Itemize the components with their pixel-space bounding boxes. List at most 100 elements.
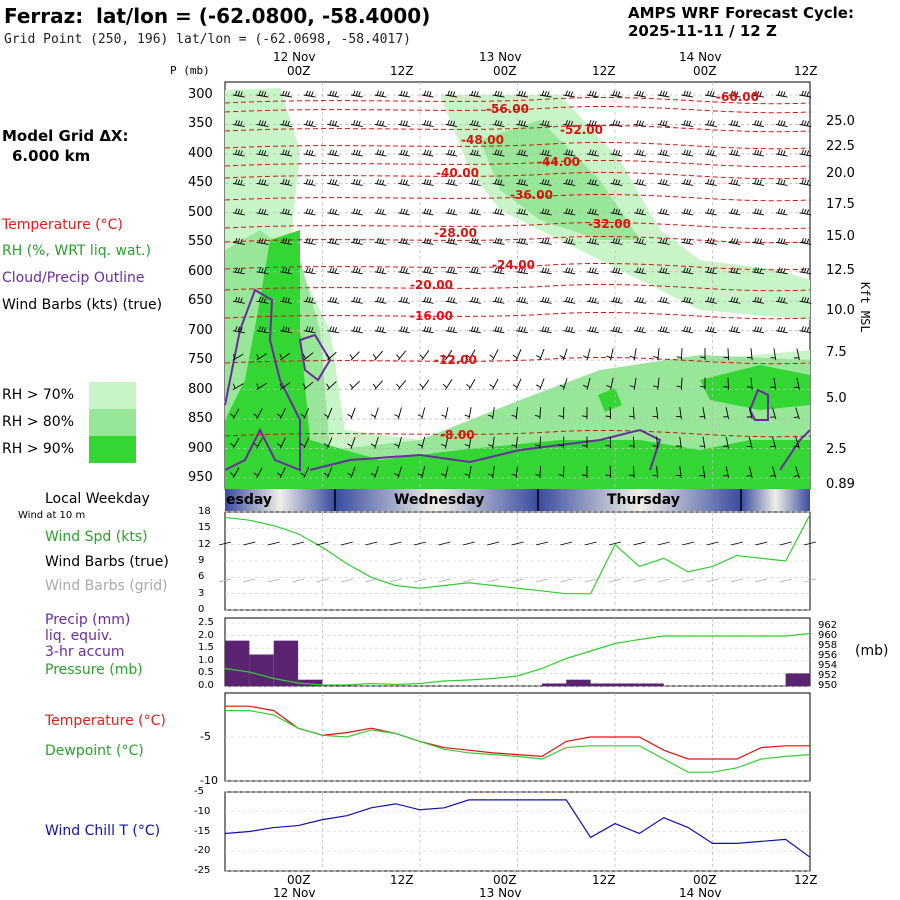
wind-barb — [727, 377, 730, 390]
wind-barb-flag — [258, 120, 262, 126]
wind-barb-flag — [308, 238, 311, 244]
precip-tick-label: 1.5 — [198, 642, 214, 654]
wind-barb-flag — [756, 326, 760, 332]
wind-barb-flag — [449, 120, 453, 126]
wind-barb-flag — [803, 120, 807, 126]
wind-barb — [350, 94, 363, 98]
wind-barb — [232, 300, 245, 304]
wind-barb — [656, 466, 659, 479]
wind-barb-flag — [546, 120, 550, 126]
wind-barb — [539, 348, 545, 361]
wind-barbs-true-label: Wind Barbs (true) — [45, 554, 169, 570]
wind-barb-flag — [629, 355, 635, 359]
wind-barb-flag — [282, 296, 285, 302]
pressure-tick-label: 950 — [818, 680, 838, 691]
wind-barb-flag — [565, 90, 568, 96]
wind-barb-flag — [428, 120, 432, 126]
wind-barb-flag — [355, 267, 359, 273]
wind-barb-flag — [282, 237, 285, 243]
wind-barb-flag — [308, 179, 311, 185]
wind-barb — [681, 153, 694, 157]
wind-barb — [634, 300, 647, 304]
wind-barb — [795, 436, 800, 449]
wind-barb-flag — [473, 267, 477, 273]
wind-barb-flag — [470, 149, 474, 155]
temperature-contour-label: -56.00 — [486, 102, 529, 116]
wind-barb — [303, 300, 316, 304]
wind-barb-flag — [518, 296, 521, 302]
wind-barb-flag — [801, 326, 804, 332]
wind-barb — [350, 300, 363, 304]
wind-barb-true — [535, 541, 548, 546]
wind-barb — [445, 212, 458, 216]
wind-barb-flag — [358, 150, 361, 156]
wind-barb-flag — [426, 267, 429, 273]
wind-barb — [280, 212, 293, 216]
wind-barb — [704, 94, 717, 98]
wind-barb — [232, 94, 245, 98]
wind-barb — [327, 271, 340, 275]
wind-barb-flag — [683, 208, 686, 214]
wind-barb — [256, 124, 269, 127]
wind-barb-flag — [400, 90, 403, 96]
wind-barb — [350, 153, 363, 157]
wind-barb-flag — [449, 91, 453, 97]
wind-barb-flag — [426, 208, 429, 214]
wind-barb — [586, 377, 591, 390]
wind-barb-flag — [801, 237, 804, 243]
wind-barb-flag — [709, 326, 713, 332]
wind-barb-true — [730, 541, 743, 546]
wind-barb-flag — [685, 238, 689, 244]
wind-barb — [327, 351, 337, 361]
wind-barb — [256, 437, 263, 449]
wind-barb-flag — [476, 327, 479, 333]
wind-barb-flag — [423, 149, 427, 155]
wind-barb-flag — [405, 209, 408, 215]
precip-bar — [785, 673, 810, 686]
wind-barb-grid — [803, 578, 817, 583]
wind-barb — [279, 467, 286, 479]
wind-barb — [610, 212, 623, 216]
wind-barb-flag — [370, 443, 376, 447]
wind-barb-flag — [381, 268, 385, 274]
wind-barb — [752, 153, 765, 157]
temperature-contour-label: -32.00 — [588, 217, 631, 231]
wind-barb-flag — [759, 327, 762, 333]
wind-barb-flag — [546, 179, 550, 185]
wind-barb — [748, 407, 753, 420]
wind-barb-flag — [308, 297, 311, 303]
wind-barb — [610, 348, 614, 361]
wind-barb-flag — [276, 413, 282, 418]
wind-barb-flag — [511, 444, 517, 447]
wind-barb-flag — [261, 267, 264, 273]
wind-barb-flag — [709, 297, 713, 303]
wind-barb — [634, 182, 647, 186]
wind-barb-flag — [499, 327, 503, 333]
dewpoint-label: Dewpoint (°C) — [45, 743, 144, 759]
temperature-contour-label: -48.00 — [461, 133, 504, 147]
wind-barb-flag — [664, 268, 668, 274]
wind-barb-flag — [688, 238, 692, 244]
wind-barb-flag — [565, 120, 568, 126]
wind-barb — [775, 330, 788, 334]
wind-barb-flag — [780, 267, 783, 273]
wind-barb — [702, 466, 706, 479]
wind-barb — [303, 94, 316, 98]
chill-tick-label: -25 — [194, 865, 211, 876]
wind-barb-flag — [326, 383, 330, 389]
wind-barb-flag — [331, 238, 335, 244]
wind-barb-flag — [402, 120, 406, 126]
wind-barb-flag — [308, 326, 311, 332]
wind-barb — [232, 408, 240, 420]
wind-tick-label: 9 — [198, 555, 205, 566]
time-date-bottom: 12 Nov — [273, 886, 316, 900]
time-hour-bottom: 00Z — [287, 873, 311, 887]
wind-barb-flag — [402, 326, 406, 332]
wind-barb — [350, 437, 356, 449]
wind-barb — [681, 212, 694, 216]
wind-barb — [539, 94, 552, 98]
wind-barb-flag — [334, 209, 338, 215]
wind-barb-true — [243, 541, 256, 546]
wind-speed-line — [224, 514, 811, 595]
